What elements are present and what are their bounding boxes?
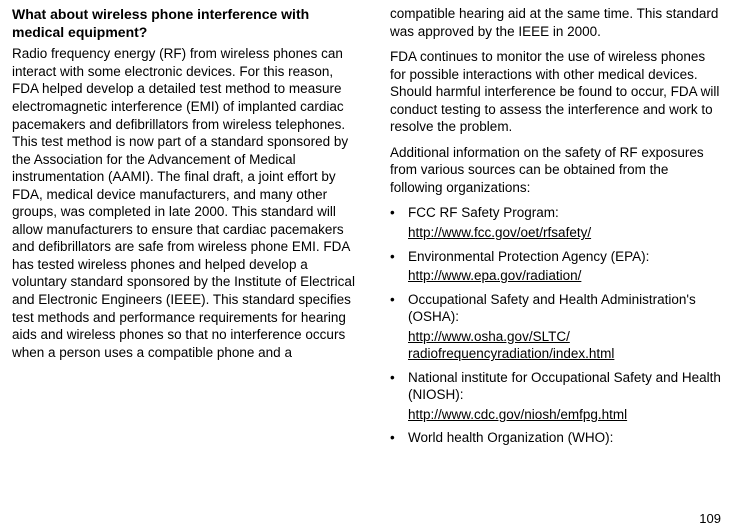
list-item-label: World health Organization (WHO): <box>408 429 721 447</box>
right-p2: FDA continues to monitor the use of wire… <box>390 48 721 136</box>
list-item-label: FCC RF Safety Program: <box>408 204 721 222</box>
list-item: •National institute for Occupational Saf… <box>390 369 721 404</box>
list-item-link[interactable]: http://www.epa.gov/radiation/ <box>408 267 721 285</box>
list-item-label: National institute for Occupational Safe… <box>408 369 721 404</box>
list-item-label: Occupational Safety and Health Administr… <box>408 291 721 326</box>
bullet-list: •FCC RF Safety Program:http://www.fcc.go… <box>390 204 721 447</box>
left-column: What about wireless phone interference w… <box>12 5 362 449</box>
bullet-icon: • <box>390 248 408 266</box>
page-columns: What about wireless phone interference w… <box>12 5 721 449</box>
list-item: •World health Organization (WHO): <box>390 429 721 447</box>
list-item: •Occupational Safety and Health Administ… <box>390 291 721 326</box>
list-item-label: Environmental Protection Agency (EPA): <box>408 248 721 266</box>
bullet-icon: • <box>390 204 408 222</box>
page-number: 109 <box>699 511 721 528</box>
section-heading: What about wireless phone interference w… <box>12 5 362 41</box>
right-p1: compatible hearing aid at the same time.… <box>390 5 721 40</box>
list-item: •Environmental Protection Agency (EPA): <box>390 248 721 266</box>
right-column: compatible hearing aid at the same time.… <box>390 5 721 449</box>
list-item-link[interactable]: http://www.fcc.gov/oet/rfsafety/ <box>408 224 721 242</box>
bullet-icon: • <box>390 291 408 326</box>
right-p3: Additional information on the safety of … <box>390 144 721 197</box>
bullet-icon: • <box>390 369 408 404</box>
list-item-link[interactable]: http://www.osha.gov/SLTC/ radiofrequency… <box>408 328 721 363</box>
left-body: Radio frequency energy (RF) from wireles… <box>12 45 362 361</box>
list-item-link[interactable]: http://www.cdc.gov/niosh/emfpg.html <box>408 406 721 424</box>
bullet-icon: • <box>390 429 408 447</box>
list-item: •FCC RF Safety Program: <box>390 204 721 222</box>
